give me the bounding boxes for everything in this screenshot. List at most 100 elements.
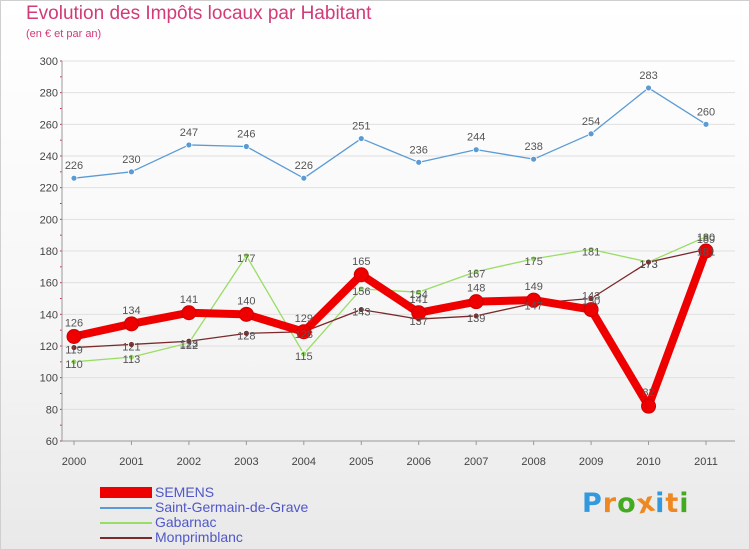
y-tick-label: 260 [40,119,58,131]
data-label-semens: 129 [295,313,313,325]
legend-item-saint-germain: Saint-Germain-de-Grave [100,499,400,515]
data-point-semens [698,243,714,259]
x-tick-label: 2008 [521,456,545,468]
data-label-semens: 134 [122,305,140,317]
legend-label-semens: SEMENS [155,484,215,500]
data-point-saint-germain [357,135,365,142]
logo-letter: o [617,488,637,519]
data-point-semens [123,316,139,332]
data-point-saint-germain [415,158,423,166]
data-point-monprimblanc [185,337,193,345]
data-label-gabarnac: 156 [352,286,370,298]
data-label-monprimblanc: 121 [122,341,140,353]
data-point-saint-germain [242,143,250,150]
data-point-saint-germain [587,130,595,138]
data-label-monprimblanc: 128 [295,329,313,341]
data-point-semens [353,267,369,283]
data-point-gabarnac [300,350,308,358]
x-tick-label: 2001 [119,456,143,468]
data-label-gabarnac: 173 [639,259,657,271]
legend-label-monprimblanc: Monprimblanc [155,529,243,545]
data-point-gabarnac [472,268,480,275]
y-tick-label: 80 [46,404,58,416]
x-tick-label: 2006 [406,456,430,468]
data-label-semens: 141 [180,294,198,306]
data-point-saint-germain [300,174,308,182]
data-label-gabarnac: 167 [467,269,485,281]
data-point-saint-germain [185,141,193,149]
data-point-gabarnac [70,358,78,366]
data-point-gabarnac [357,285,365,293]
data-point-monprimblanc [128,341,135,348]
data-label-gabarnac: 189 [697,234,715,246]
data-point-monprimblanc [242,329,250,337]
legend-label-saint-germain: Saint-Germain-de-Grave [155,499,309,515]
legend-item-gabarnac: Gabarnac [100,514,400,530]
y-tick-label: 140 [40,309,58,321]
data-label-monprimblanc: 139 [467,313,485,325]
data-label-saint-germain: 226 [295,160,313,172]
data-label-monprimblanc: 123 [180,338,198,350]
data-point-saint-germain [645,84,652,92]
x-tick-label: 2004 [292,456,316,468]
x-tick-label: 2003 [234,456,258,468]
data-label-saint-germain: 247 [180,127,198,139]
data-point-saint-germain [472,146,480,154]
data-label-semens: 141 [410,294,428,306]
data-label-semens: 148 [467,283,485,295]
y-tick-label: 120 [40,341,58,353]
data-point-gabarnac [242,252,250,260]
data-label-saint-germain: 251 [352,121,370,133]
data-label-gabarnac: 181 [582,246,600,258]
data-point-monprimblanc [472,312,480,320]
y-tick-label: 100 [40,373,58,385]
data-point-monprimblanc [357,306,365,313]
data-point-semens [238,306,254,322]
data-point-saint-germain [530,155,538,163]
data-label-semens: 165 [352,256,370,268]
data-label-semens: 82 [642,387,654,399]
data-point-saint-germain [128,168,135,176]
legend-item-monprimblanc: Monprimblanc [100,529,400,545]
data-label-saint-germain: 244 [467,132,485,144]
data-label-monprimblanc: 143 [352,307,370,319]
series-line-semens [70,247,710,411]
y-tick-label: 280 [40,88,58,100]
data-point-semens [468,294,484,310]
data-point-monprimblanc [645,258,652,266]
x-tick-label: 2005 [349,456,373,468]
y-tick-label: 300 [40,56,58,68]
data-label-semens: 180 [697,232,715,244]
x-tick-label: 2010 [636,456,660,468]
y-tick-label: 220 [40,183,58,195]
data-label-semens: 143 [582,291,600,303]
data-label-saint-germain: 238 [524,141,542,153]
proxiti-logo: Proxiti [582,486,690,520]
data-label-monprimblanc: 150 [582,296,600,308]
data-point-semens [296,324,312,340]
legend-swatch-semens [100,487,152,498]
data-point-saint-germain [70,174,78,182]
data-label-monprimblanc: 147 [524,300,542,312]
data-point-saint-germain [702,120,710,128]
data-label-gabarnac: 154 [410,289,428,301]
x-tick-label: 2000 [62,456,86,468]
data-point-gabarnac [702,233,710,241]
data-label-saint-germain: 260 [697,106,715,118]
data-point-gabarnac [530,255,538,263]
x-tick-label: 2011 [694,456,718,468]
data-point-semens [411,305,427,321]
y-tick-label: 240 [40,151,58,163]
x-tick-label: 2007 [464,456,488,468]
data-point-gabarnac [587,246,595,253]
data-point-monprimblanc [587,295,595,302]
chart-subtitle: (en € et par an) [26,28,102,40]
data-label-monprimblanc: 181 [697,246,715,258]
data-label-monprimblanc: 173 [639,259,657,271]
legend-item-semens: SEMENS [100,484,400,500]
data-label-gabarnac: 175 [524,256,542,268]
data-label-gabarnac: 177 [237,253,255,265]
data-label-saint-germain: 230 [122,154,140,166]
data-label-gabarnac: 113 [123,354,141,366]
